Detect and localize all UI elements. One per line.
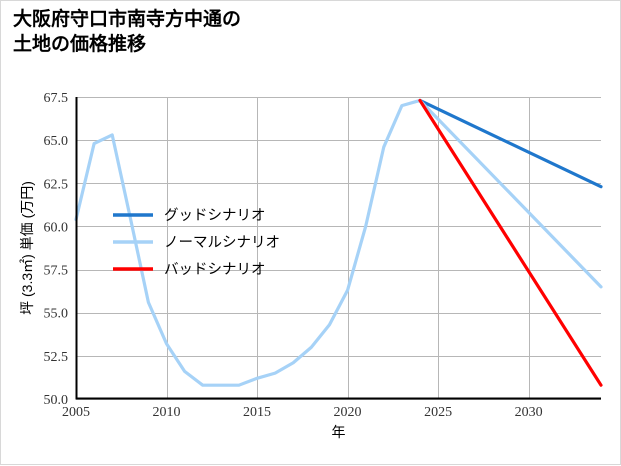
y-tick-label: 55.0 bbox=[44, 307, 69, 322]
x-tick-label: 2030 bbox=[515, 405, 543, 420]
axis-spines bbox=[75, 97, 601, 400]
legend-label: ノーマルシナリオ bbox=[164, 235, 280, 251]
y-tick-label: 57.5 bbox=[44, 264, 69, 279]
y-tick-label: 50.0 bbox=[44, 393, 69, 408]
y-tick-label: 52.5 bbox=[44, 350, 69, 365]
legend-label: バッドシナリオ bbox=[164, 262, 266, 278]
axis-titles: 年 坪 (3.3㎡) 単価 (万円) bbox=[19, 181, 346, 440]
legend-item[interactable]: ノーマルシナリオ bbox=[113, 235, 280, 251]
x-tick-label: 2025 bbox=[424, 405, 452, 420]
data-series-layer bbox=[74, 98, 603, 387]
x-tick-label: 2015 bbox=[243, 405, 271, 420]
y-axis-tick-labels: 50.0 52.5 55.0 57.5 60.0 62.5 65.0 67.5 bbox=[44, 91, 69, 408]
y-tick-label: 67.5 bbox=[44, 91, 69, 106]
legend-label: グッドシナリオ bbox=[164, 207, 266, 224]
legend-item[interactable]: バッドシナリオ bbox=[113, 262, 266, 278]
y-axis-title: 坪 (3.3㎡) 単価 (万円) bbox=[19, 181, 35, 315]
x-axis-tick-labels: 2005 2010 2015 2020 2025 2030 bbox=[62, 405, 543, 420]
x-tick-label: 2010 bbox=[153, 405, 181, 420]
y-tick-label: 62.5 bbox=[44, 177, 69, 192]
page-title: 大阪府守口市南寺方中通の 土地の価格推移 bbox=[13, 9, 242, 56]
series-line-normal bbox=[74, 98, 603, 387]
legend-item[interactable]: グッドシナリオ bbox=[113, 207, 266, 224]
axis-spine-left-bottom bbox=[75, 97, 601, 400]
x-tick-label: 2005 bbox=[62, 405, 90, 420]
x-axis-title: 年 bbox=[332, 424, 346, 440]
series-line-good bbox=[418, 98, 603, 189]
y-tick-label: 60.0 bbox=[44, 220, 69, 235]
y-tick-label: 65.0 bbox=[44, 134, 69, 149]
gridlines bbox=[76, 97, 601, 400]
series-line-bad bbox=[418, 98, 603, 387]
x-tick-label: 2020 bbox=[334, 405, 362, 420]
